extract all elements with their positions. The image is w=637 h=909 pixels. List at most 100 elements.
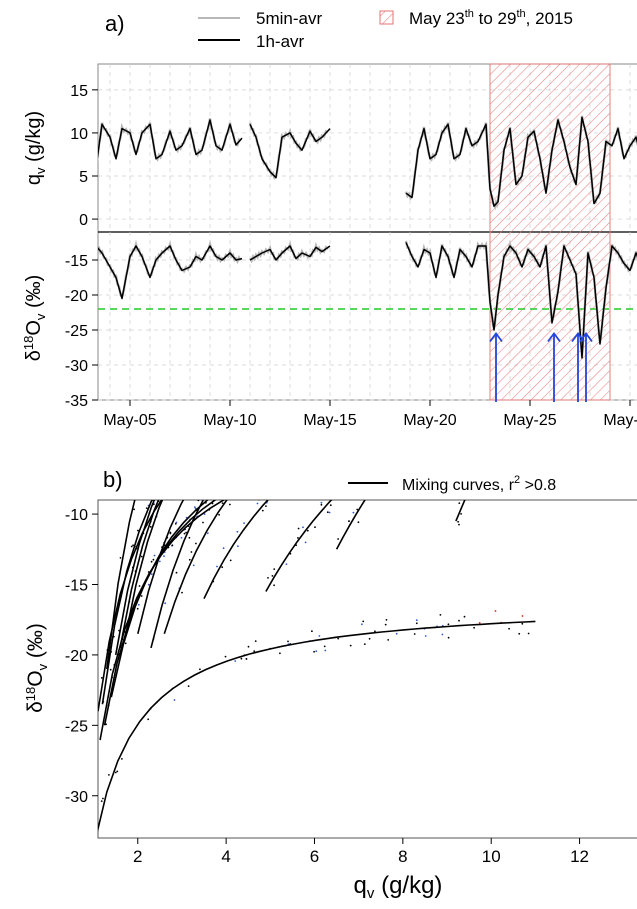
scatter-point <box>421 317 423 319</box>
y-tick-label: -30 <box>65 789 88 806</box>
scatter-point <box>333 342 335 344</box>
x-tick-label: May-05 <box>103 412 156 429</box>
scatter-point <box>273 403 275 405</box>
scatter-point <box>130 545 133 548</box>
mixing-curves <box>98 500 536 833</box>
scatter-point <box>439 392 441 394</box>
scatter-point <box>475 354 477 356</box>
scatter-point <box>304 346 306 348</box>
scatter-point <box>473 207 475 209</box>
scatter-point <box>180 480 182 482</box>
scatter-point <box>167 483 169 485</box>
scatter-point <box>471 216 473 218</box>
scatter-point <box>324 444 326 446</box>
scatter-point <box>395 453 397 455</box>
scatter-point <box>350 366 352 368</box>
y-tick-label: 5 <box>79 169 88 186</box>
scatter-point <box>383 390 385 392</box>
scatter-point <box>283 446 285 448</box>
scatter-point <box>399 240 401 242</box>
scatter-point <box>132 544 135 547</box>
scatter-point <box>357 456 359 458</box>
y-tick-label: -15 <box>65 578 88 595</box>
scatter-point <box>293 403 295 405</box>
scatter-point <box>476 360 478 362</box>
scatter-point <box>175 468 177 470</box>
scatter-point <box>455 434 457 436</box>
scatter-point <box>446 306 448 308</box>
scatter-point <box>288 440 290 442</box>
scatter-point <box>242 495 244 497</box>
scatter-point <box>218 433 220 435</box>
scatter-point <box>408 310 410 312</box>
x-tick-label: May-30 <box>603 412 637 429</box>
scatter-point <box>294 363 296 365</box>
scatter-point <box>332 372 334 374</box>
scatter-point <box>186 450 188 452</box>
scatter-point <box>217 318 219 320</box>
scatter-point <box>420 431 422 433</box>
scatter-point <box>371 321 373 323</box>
scatter-point <box>292 336 294 338</box>
scatter-point <box>445 391 447 393</box>
scatter-point <box>204 348 206 350</box>
scatter-point <box>454 305 456 307</box>
scatter-point <box>301 351 303 353</box>
scatter-point <box>295 401 297 403</box>
scatter-point <box>331 494 333 496</box>
scatter-point <box>431 292 433 294</box>
scatter-point <box>549 432 551 434</box>
scatter-point <box>473 298 475 300</box>
arrow-head <box>489 332 503 343</box>
scatter-point <box>194 441 196 443</box>
scatter-point <box>335 355 337 357</box>
scatter-point <box>453 215 455 217</box>
scatter-point <box>445 444 447 446</box>
scatter-point <box>545 447 547 449</box>
scatter-point <box>447 299 449 301</box>
x-axis-b: 2 4 6 8 10 12 <box>133 838 589 866</box>
scatter-point <box>343 393 345 395</box>
scatter-point <box>479 381 481 383</box>
scatter-point <box>282 353 284 355</box>
scatter-point <box>475 215 477 217</box>
scatter-point <box>313 650 315 653</box>
scatter-point <box>308 370 310 372</box>
scatter-point <box>277 479 279 481</box>
scatter-point <box>222 443 224 445</box>
scatter-point <box>285 394 287 396</box>
scatter-point <box>239 312 241 314</box>
scatter-point <box>204 444 206 446</box>
scatter-point <box>401 447 403 449</box>
scatter-point <box>283 351 285 353</box>
scatter-point <box>336 239 338 241</box>
scatter-point <box>487 395 489 397</box>
scatter-point <box>253 467 255 469</box>
scatter-point <box>273 345 275 347</box>
scatter-point <box>181 591 183 594</box>
scatter-point <box>340 447 342 449</box>
scatter-point <box>218 480 220 482</box>
scatter-point <box>133 508 136 511</box>
scatter-point <box>480 205 482 207</box>
scatter-point <box>446 327 448 329</box>
scatter-point <box>323 645 326 648</box>
scatter-point <box>147 718 150 721</box>
scatter-point <box>100 800 103 802</box>
scatter-point <box>369 457 371 459</box>
scatter-point <box>265 505 267 507</box>
scatter-point <box>473 397 475 399</box>
scatter-point <box>442 362 444 364</box>
scatter-point <box>242 377 244 379</box>
scatter-point <box>440 302 442 304</box>
scatter-point <box>384 623 387 626</box>
scatter-point <box>276 466 278 468</box>
scatter-point <box>274 471 276 473</box>
scatter-point <box>200 333 202 335</box>
scatter-point <box>344 450 346 452</box>
scatter-point <box>623 230 625 232</box>
scatter-point <box>174 443 176 445</box>
scatter-point <box>245 387 247 389</box>
y-axis-b: -30 -25 -20 -15 -10 <box>65 507 98 806</box>
scatter-point <box>382 441 384 443</box>
